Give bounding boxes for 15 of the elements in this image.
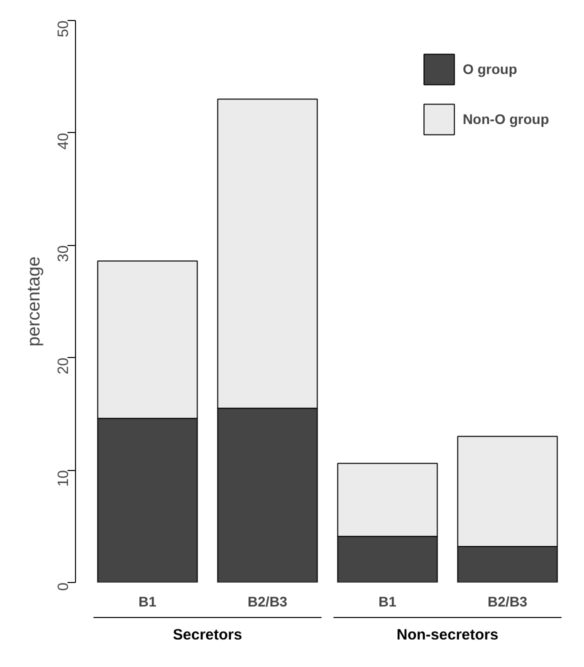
text: Non-secretors: [396, 626, 498, 644]
text: Secretors: [172, 626, 242, 644]
legend-label: O group: [462, 61, 518, 77]
x-tick-label: B1: [378, 594, 397, 610]
x-tick-label: B2/B3: [488, 594, 528, 610]
y-tick-label: 40: [55, 132, 72, 150]
y-tick-label: 20: [55, 358, 72, 374]
y-tick-label: 50: [55, 20, 72, 38]
y-tick-label: 0: [55, 582, 72, 591]
x-tick-label: B1: [138, 594, 157, 610]
y-tick-label: 10: [55, 470, 72, 487]
y-tick-label: 30: [55, 245, 72, 262]
y-axis-title: percentage: [24, 256, 44, 347]
legend-label: Non-O group: [462, 111, 549, 127]
x-tick-label: B2/B3: [248, 594, 288, 610]
